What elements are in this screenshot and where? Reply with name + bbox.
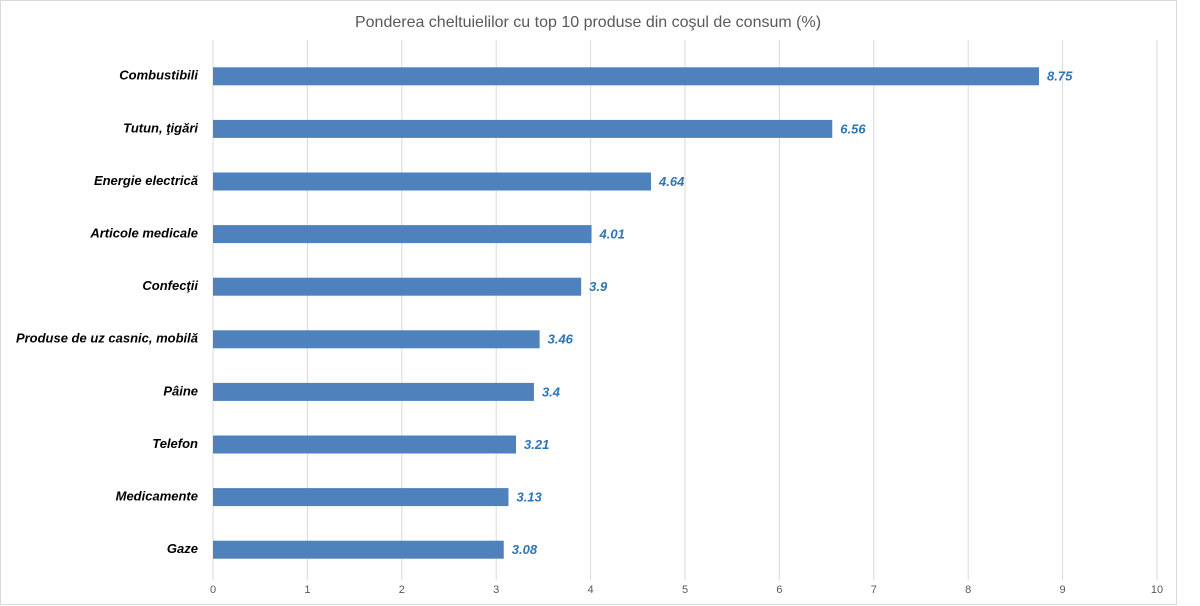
bar (213, 382, 534, 401)
bar (213, 225, 592, 244)
data-label: 3.13 (516, 490, 542, 505)
y-tick-label: Gaze (167, 541, 198, 556)
x-tick-label: 10 (1151, 584, 1163, 596)
data-label: 6.56 (840, 121, 866, 136)
data-label: 8.75 (1047, 69, 1073, 84)
bar (213, 172, 652, 191)
bar (213, 540, 504, 559)
chart-title: Ponderea cheltuielilor cu top 10 produse… (355, 14, 821, 31)
x-tick-label: 3 (493, 584, 499, 596)
bar (213, 330, 540, 349)
y-tick-label: Medicamente (116, 489, 198, 504)
x-tick-label: 4 (588, 584, 594, 596)
data-label: 3.08 (512, 542, 538, 557)
bar (213, 277, 582, 296)
bar (213, 435, 517, 454)
data-label: 3.9 (589, 279, 608, 294)
x-tick-label: 8 (965, 584, 971, 596)
x-tick-label: 2 (399, 584, 405, 596)
y-tick-label: Combustibili (119, 68, 198, 83)
x-tick-label: 0 (210, 584, 216, 596)
y-tick-label: Telefon (152, 436, 198, 451)
y-tick-label: Produse de uz casnic, mobilă (16, 331, 198, 346)
y-tick-label: Confecţii (142, 278, 198, 293)
y-tick-label: Tutun, ţigări (123, 120, 198, 135)
data-label: 3.46 (548, 332, 574, 347)
chart-border (0, 0, 1177, 605)
bar (213, 67, 1039, 86)
x-tick-label: 5 (682, 584, 688, 596)
data-label: 3.21 (524, 437, 549, 452)
x-tick-label: 9 (1060, 584, 1066, 596)
y-tick-label: Articole medicale (89, 226, 198, 241)
data-label: 4.64 (658, 174, 685, 189)
y-tick-label: Pâine (163, 383, 198, 398)
x-tick-label: 7 (871, 584, 877, 596)
bar (213, 119, 833, 138)
bar (213, 488, 509, 507)
x-tick-label: 1 (304, 584, 310, 596)
data-label: 3.4 (542, 384, 561, 399)
x-tick-label: 6 (776, 584, 782, 596)
y-tick-label: Energie electrică (94, 173, 198, 188)
data-label: 4.01 (599, 227, 625, 242)
